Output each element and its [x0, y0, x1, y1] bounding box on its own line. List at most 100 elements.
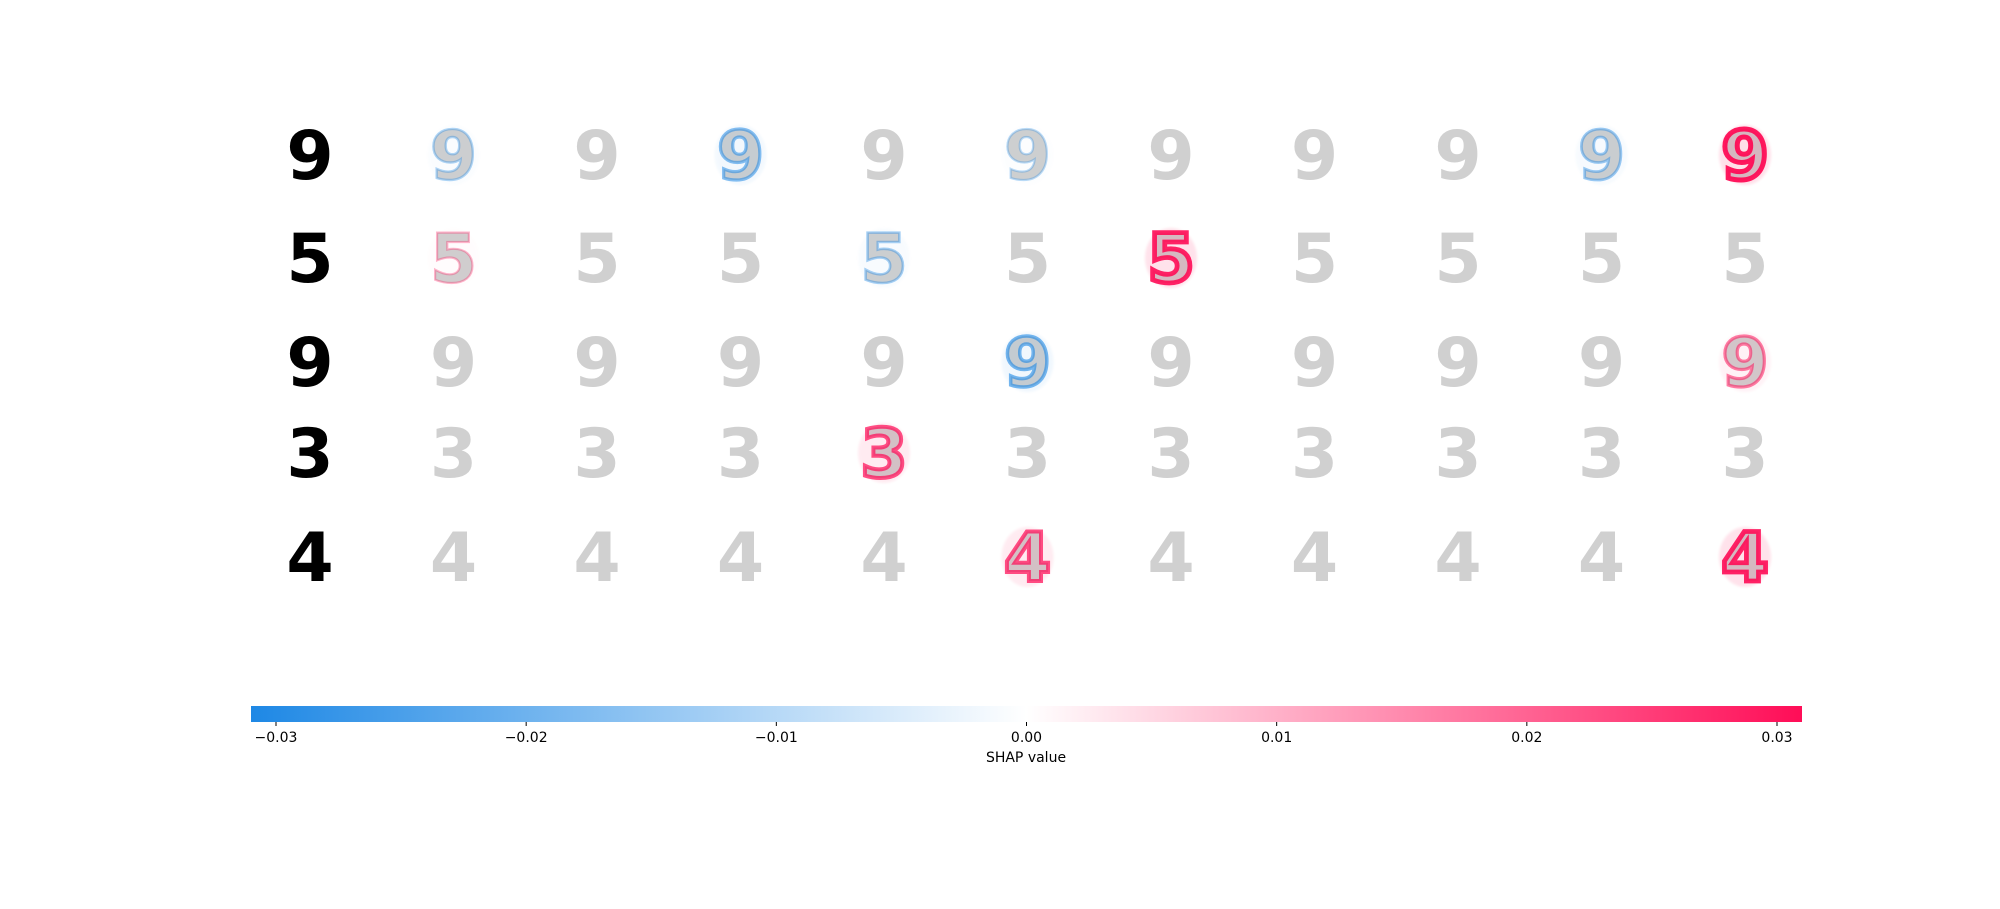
- colorbar: −0.03 −0.02 −0.01 0.00 0.01 0.02 0.03 SHAP val…: [251, 706, 1802, 766]
- image-grid: 9 99 9 99 9 99 9 9 9 99 995 55 5 5 55 5 55 5 5 5 59 9 9 9 9 99 9 9 9…: [286, 114, 1771, 600]
- shap-attribution-cell: 4: [1147, 519, 1194, 598]
- ghost-digit: 4: [1578, 519, 1625, 598]
- shap-heat-blob: [858, 423, 910, 483]
- shap-attribution-cell: 9: [1434, 117, 1481, 196]
- shap-attribution-cell: 9: [1291, 117, 1338, 196]
- ghost-digit: 9: [1291, 324, 1338, 403]
- shap-attribution-cell: 55: [859, 218, 909, 300]
- ghost-digit: 3: [573, 415, 620, 494]
- shap-heat-blob: [1719, 125, 1771, 185]
- shap-attribution-cell: 5: [1578, 220, 1625, 299]
- shap-overlay: 9: [1578, 117, 1625, 196]
- shap-attribution-cell: 9: [717, 324, 764, 403]
- ghost-digit: 4: [1147, 519, 1194, 598]
- ghost-digit: 9: [717, 324, 764, 403]
- ghost-digit: 5: [1291, 220, 1338, 299]
- colorbar-ticks: −0.03 −0.02 −0.01 0.00 0.01 0.02 0.03: [255, 722, 1793, 746]
- shap-attribution-cell: 55: [428, 219, 480, 300]
- ghost-digit: 9: [1578, 324, 1625, 403]
- colorbar-tick-label: 0.03: [1761, 730, 1792, 746]
- ghost-digit: 3: [1147, 415, 1194, 494]
- shap-heat-blob: [1001, 527, 1054, 587]
- ghost-digit: 3: [717, 415, 764, 494]
- colorbar-tick-label: 0.02: [1511, 730, 1542, 746]
- ghost-digit: 5: [860, 220, 907, 299]
- shap-heat-blob: [1001, 332, 1054, 392]
- shap-attribution-cell: 99: [1719, 322, 1771, 404]
- colorbar-label: SHAP value: [986, 750, 1066, 766]
- ghost-digit: 4: [1291, 519, 1338, 598]
- ghost-digit: 3: [1721, 415, 1768, 494]
- ghost-digit: 5: [573, 220, 620, 299]
- shap-attribution-cell: 9: [1147, 324, 1194, 403]
- shap-attribution-cell: 3: [1578, 415, 1625, 494]
- shap-attribution-cell: 44: [1719, 516, 1771, 600]
- ghost-digit: 4: [430, 519, 477, 598]
- colorbar-gradient: [251, 706, 1802, 722]
- shap-attribution-cell: 99: [714, 115, 767, 197]
- shap-attribution-cell: 3: [1147, 415, 1194, 494]
- shap-attribution-cell: 9: [1434, 324, 1481, 403]
- shap-heat-blob: [714, 125, 767, 185]
- ghost-digit: 3: [430, 415, 477, 494]
- shap-attribution-cell: 9: [1147, 117, 1194, 196]
- shap-overlay: 5: [860, 220, 907, 299]
- ghost-digit: 3: [1434, 415, 1481, 494]
- input-digit-image: 4: [286, 519, 333, 598]
- input-digit-image: 5: [286, 220, 333, 299]
- ghost-digit: 4: [573, 519, 620, 598]
- shap-attribution-cell: 3: [1291, 415, 1338, 494]
- ghost-digit: 3: [1004, 415, 1051, 494]
- shap-attribution-cell: 55: [1145, 217, 1197, 301]
- ghost-digit: 3: [1578, 415, 1625, 494]
- shap-attribution-cell: 33: [858, 413, 910, 496]
- shap-attribution-cell: 99: [429, 116, 479, 197]
- ghost-digit: 4: [860, 519, 907, 598]
- ghost-digit: 9: [430, 117, 477, 196]
- ghost-digit: 5: [1004, 220, 1051, 299]
- input-digit-image: 3: [286, 415, 333, 494]
- shap-overlay: 5: [430, 220, 477, 299]
- shap-heat-blob: [1719, 527, 1771, 587]
- shap-attribution-cell: 3: [573, 415, 620, 494]
- ghost-digit: 5: [1721, 220, 1768, 299]
- shap-attribution-cell: 99: [1719, 114, 1771, 198]
- shap-attribution-cell: 3: [1721, 415, 1768, 494]
- shap-heat-blob: [1145, 228, 1197, 288]
- ghost-digit: 9: [1147, 117, 1194, 196]
- shap-attribution-cell: 99: [1576, 115, 1626, 197]
- shap-attribution-cell: 9: [1578, 324, 1625, 403]
- ghost-digit: 9: [1434, 324, 1481, 403]
- colorbar-tick-label: 0.00: [1011, 730, 1042, 746]
- ghost-digit: 9: [1291, 117, 1338, 196]
- ghost-digit: 9: [573, 324, 620, 403]
- ghost-digit: 4: [717, 519, 764, 598]
- shap-overlay: 9: [430, 117, 477, 196]
- shap-attribution-cell: 4: [1578, 519, 1625, 598]
- ghost-digit: 9: [430, 324, 477, 403]
- ghost-digit: 5: [1434, 220, 1481, 299]
- input-digit-image: 9: [286, 117, 333, 196]
- shap-attribution-cell: 9: [573, 324, 620, 403]
- shap-attribution-cell: 9: [860, 324, 907, 403]
- ghost-digit: 9: [860, 324, 907, 403]
- shap-attribution-cell: 3: [717, 415, 764, 494]
- shap-attribution-cell: 99: [1002, 116, 1054, 197]
- shap-attribution-cell: 5: [1004, 220, 1051, 299]
- shap-heat-blob: [428, 228, 480, 288]
- shap-overlay: 9: [1004, 117, 1051, 196]
- shap-attribution-cell: 5: [1721, 220, 1768, 299]
- shap-attribution-cell: 5: [1434, 220, 1481, 299]
- shap-attribution-cell: 9: [860, 117, 907, 196]
- ghost-digit: 5: [717, 220, 764, 299]
- ghost-digit: 9: [1434, 117, 1481, 196]
- shap-attribution-cell: 4: [1291, 519, 1338, 598]
- colorbar-tick-label: 0.01: [1261, 730, 1292, 746]
- shap-heat-blob: [1002, 125, 1054, 185]
- ghost-digit: 9: [1578, 117, 1625, 196]
- shap-attribution-cell: 4: [717, 519, 764, 598]
- shap-attribution-cell: 4: [573, 519, 620, 598]
- shap-attribution-cell: 3: [1434, 415, 1481, 494]
- shap-attribution-cell: 9: [1291, 324, 1338, 403]
